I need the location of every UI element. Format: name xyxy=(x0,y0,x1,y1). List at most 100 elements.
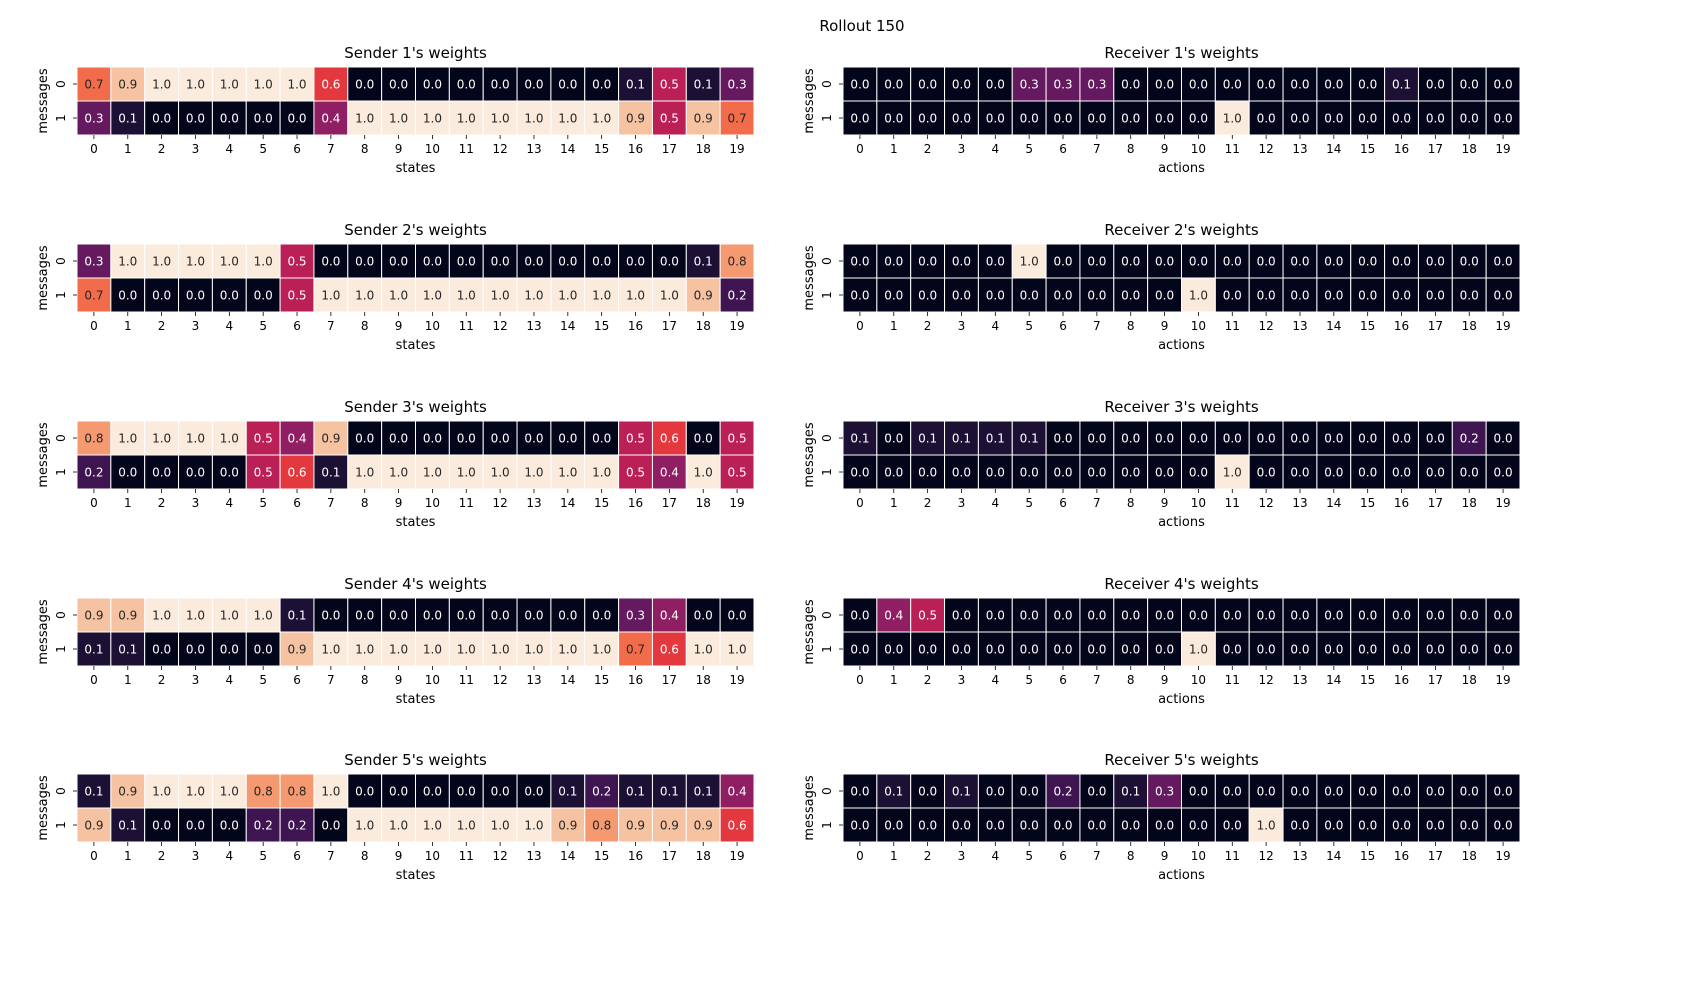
heatmap-cell xyxy=(618,597,653,633)
heatmap-cell xyxy=(1316,243,1352,279)
heatmap-cell xyxy=(381,277,416,313)
heatmap-cell xyxy=(1282,277,1318,313)
heatmap-cell xyxy=(1248,454,1284,490)
x-tick-label: 15 xyxy=(594,142,609,156)
cell-value-label: 0.0 xyxy=(1290,432,1309,446)
x-tick-label: 17 xyxy=(662,849,677,863)
heatmap-cell xyxy=(1113,420,1149,456)
cell-value-label: 0.0 xyxy=(884,432,903,446)
cell-value-label: 1.0 xyxy=(321,785,340,799)
cell-value-label: 0.0 xyxy=(1392,112,1411,126)
x-axis-label: states xyxy=(396,692,436,707)
heatmap-cell xyxy=(719,631,755,667)
cell-value-label: 0.0 xyxy=(850,112,869,126)
cell-value-label: 1.0 xyxy=(694,466,713,480)
x-tick-label: 6 xyxy=(293,319,301,333)
cell-value-label: 0.9 xyxy=(287,643,306,657)
cell-value-label: 0.0 xyxy=(254,289,273,303)
heatmap-cell xyxy=(977,773,1013,809)
x-tick-label: 7 xyxy=(1093,142,1101,156)
heatmap-cell xyxy=(1181,597,1216,633)
panel-title: Receiver 1's weights xyxy=(1104,44,1258,62)
x-tick-label: 2 xyxy=(158,319,166,333)
cell-value-label: 0.0 xyxy=(1053,289,1072,303)
cell-value-label: 1.0 xyxy=(152,432,171,446)
cell-value-label: 0.0 xyxy=(660,255,679,269)
cell-value-label: 0.0 xyxy=(1460,643,1479,657)
x-tick-label: 5 xyxy=(1025,849,1033,863)
cell-value-label: 0.0 xyxy=(1494,785,1513,799)
x-tick-label: 15 xyxy=(1360,319,1375,333)
x-tick-label: 12 xyxy=(492,319,507,333)
y-tick-label: 1 xyxy=(54,114,68,122)
x-axis-label: actions xyxy=(1158,692,1205,707)
cell-value-label: 0.0 xyxy=(423,432,442,446)
cell-value-label: 0.0 xyxy=(186,643,205,657)
x-tick-label: 18 xyxy=(696,673,711,687)
heatmap-cell xyxy=(1147,243,1183,279)
cell-value-label: 1.0 xyxy=(186,785,205,799)
cell-value-label: 0.0 xyxy=(118,466,137,480)
cell-value-label: 0.0 xyxy=(1358,643,1377,657)
cell-value-label: 0.0 xyxy=(1392,819,1411,833)
cell-value-label: 0.0 xyxy=(592,255,611,269)
cell-value-label: 0.0 xyxy=(1324,289,1343,303)
x-tick-label: 7 xyxy=(327,496,335,510)
cell-value-label: 1.0 xyxy=(457,289,476,303)
heatmap-cell xyxy=(719,277,755,313)
x-tick-label: 9 xyxy=(1161,496,1169,510)
x-tick-label: 14 xyxy=(560,496,575,510)
heatmap-cell xyxy=(584,66,620,102)
heatmap-cell xyxy=(1011,631,1047,667)
panel-title: Sender 4's weights xyxy=(344,575,487,593)
cell-value-label: 0.0 xyxy=(1189,819,1208,833)
panel-title: Receiver 4's weights xyxy=(1104,575,1258,593)
cell-value-label: 0.0 xyxy=(1324,255,1343,269)
cell-value-label: 1.0 xyxy=(389,466,408,480)
x-tick-label: 8 xyxy=(1127,496,1135,510)
heatmap-cell xyxy=(1451,773,1487,809)
cell-value-label: 0.1 xyxy=(918,432,937,446)
x-axis-label: states xyxy=(396,868,436,883)
cell-value-label: 0.9 xyxy=(118,785,137,799)
x-tick-label: 3 xyxy=(958,319,966,333)
cell-value-label: 0.0 xyxy=(423,609,442,623)
x-tick-label: 8 xyxy=(361,849,369,863)
heatmap-cell xyxy=(516,420,552,456)
heatmap-cell xyxy=(211,631,247,667)
cell-value-label: 0.0 xyxy=(1426,785,1445,799)
cell-value-label: 0.2 xyxy=(728,289,747,303)
y-tick-label: 0 xyxy=(54,80,68,88)
heatmap-cell xyxy=(1350,277,1386,313)
x-tick-label: 7 xyxy=(327,673,335,687)
cell-value-label: 0.4 xyxy=(321,112,340,126)
heatmap-cell xyxy=(1045,66,1081,102)
heatmap-cell xyxy=(910,100,946,136)
cell-value-label: 0.7 xyxy=(728,112,747,126)
x-tick-label: 8 xyxy=(361,142,369,156)
cell-value-label: 0.0 xyxy=(423,255,442,269)
heatmap-cell xyxy=(550,454,586,490)
x-tick-label: 8 xyxy=(1127,142,1135,156)
heatmap-cell xyxy=(1147,631,1183,667)
x-tick-label: 6 xyxy=(293,673,301,687)
cell-value-label: 0.0 xyxy=(1290,819,1309,833)
cell-value-label: 1.0 xyxy=(660,289,679,303)
heatmap-cell xyxy=(415,243,450,279)
x-tick-label: 1 xyxy=(124,142,132,156)
heatmap-cell xyxy=(651,631,687,667)
x-tick-label: 9 xyxy=(395,496,403,510)
heatmap-cell xyxy=(1485,807,1521,843)
x-tick-label: 2 xyxy=(158,496,166,510)
cell-value-label: 1.0 xyxy=(423,466,442,480)
cell-value-label: 0.0 xyxy=(1460,78,1479,92)
cell-value-label: 0.0 xyxy=(1257,432,1276,446)
cell-value-label: 0.1 xyxy=(1121,785,1140,799)
x-tick-label: 17 xyxy=(662,673,677,687)
cell-value-label: 0.0 xyxy=(491,78,510,92)
heatmap-cell xyxy=(1282,243,1318,279)
cell-value-label: 0.0 xyxy=(1324,819,1343,833)
cell-value-label: 0.0 xyxy=(220,466,239,480)
heatmap-cell xyxy=(1316,597,1352,633)
cell-value-label: 0.3 xyxy=(84,255,103,269)
